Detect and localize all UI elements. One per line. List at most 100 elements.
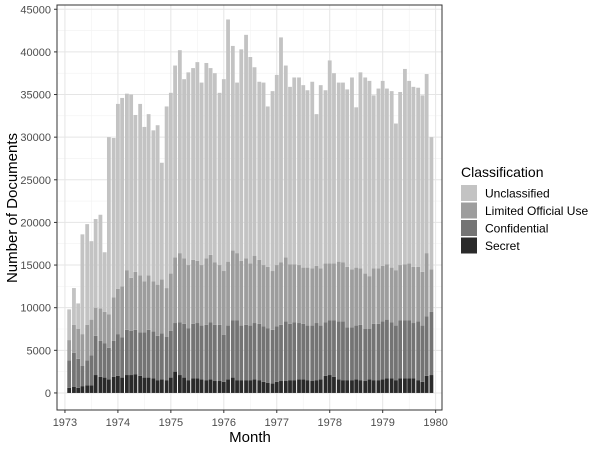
bar-segment-limited-official-use — [336, 261, 341, 322]
bar-segment-secret — [371, 380, 376, 393]
bar-segment-limited-official-use — [270, 271, 275, 330]
bar-segment-confidential — [363, 329, 368, 382]
bar-segment-confidential — [380, 321, 385, 380]
bar-segment-secret — [363, 381, 368, 393]
bar-segment-secret — [403, 378, 407, 393]
bar-segment-secret — [420, 381, 425, 393]
bar-segment-secret — [332, 376, 336, 393]
bar-segment-limited-official-use — [85, 324, 90, 361]
bar-segment-confidential — [76, 358, 81, 388]
plot-panel-border — [56, 4, 443, 411]
bar-segment-limited-official-use — [67, 340, 72, 361]
bar-segment-confidential — [310, 325, 315, 382]
bar-segment-secret — [407, 378, 412, 393]
bar-segment-limited-official-use — [403, 264, 407, 321]
bar-segment-unclassified — [424, 74, 429, 254]
bar-segment-limited-official-use — [305, 267, 310, 326]
bar-segment-unclassified — [350, 77, 354, 270]
bar-segment-confidential — [182, 323, 186, 378]
bar-segment-confidential — [226, 325, 230, 380]
bar-segment-secret — [265, 382, 270, 393]
bar-segment-unclassified — [394, 123, 398, 271]
bar-segment-limited-official-use — [173, 257, 177, 324]
bar-segment-limited-official-use — [257, 259, 262, 324]
bar-segment-limited-official-use — [191, 259, 195, 324]
x-tick-label: 1978 — [317, 417, 341, 429]
bar-segment-limited-official-use — [350, 269, 354, 328]
y-axis-title: Number of Documents — [4, 133, 21, 283]
bar-segment-unclassified — [106, 137, 111, 315]
bar-segment-confidential — [146, 329, 151, 378]
bar-segment-unclassified — [72, 288, 76, 325]
bar-segment-confidential — [217, 324, 222, 382]
bar-segment-confidential — [354, 325, 359, 380]
bar-segment-secret — [252, 379, 257, 393]
bar-segment-confidential — [305, 325, 310, 381]
bar-segment-unclassified — [429, 137, 434, 270]
bar-segment-limited-official-use — [354, 267, 359, 326]
bar-segment-secret — [146, 377, 151, 393]
bar-segment-unclassified — [173, 65, 177, 258]
bar-segment-secret — [235, 380, 239, 393]
bar-segment-unclassified — [85, 224, 90, 325]
bar-segment-secret — [318, 379, 323, 393]
bar-segment-confidential — [106, 347, 111, 380]
bar-segment-unclassified — [208, 68, 213, 255]
legend-key-unclassified — [461, 185, 477, 201]
bar-segment-confidential — [265, 328, 270, 383]
bar-segment-secret — [354, 379, 359, 393]
bar-segment-secret — [283, 381, 288, 393]
bar-segment-secret — [226, 379, 230, 393]
bar-segment-secret — [204, 380, 209, 393]
bar-segment-limited-official-use — [323, 263, 328, 323]
bar-segment-confidential — [345, 327, 350, 381]
bar-segment-limited-official-use — [155, 284, 160, 336]
bar-segment-limited-official-use — [265, 266, 270, 329]
bar-segment-confidential — [125, 329, 129, 376]
bar-segment-unclassified — [336, 82, 341, 262]
bar-segment-limited-official-use — [248, 263, 253, 326]
bar-segment-limited-official-use — [244, 258, 248, 325]
bar-segment-secret — [257, 380, 262, 393]
bar-segment-limited-official-use — [120, 286, 125, 338]
bar-segment-confidential — [195, 323, 200, 379]
bar-segment-unclassified — [248, 57, 253, 264]
x-axis: 1973 1974 1975 1976 1977 1978 1979 1980 — [53, 410, 448, 429]
bar-segment-secret — [115, 375, 120, 393]
bar-segment-unclassified — [252, 67, 257, 256]
bar-segment-limited-official-use — [111, 297, 116, 341]
bar-segment-limited-official-use — [416, 266, 421, 322]
bar-segment-unclassified — [376, 88, 381, 269]
bar-segment-unclassified — [371, 95, 376, 269]
bar-segment-unclassified — [230, 45, 235, 251]
bar-segment-limited-official-use — [195, 260, 200, 324]
bar-segment-confidential — [358, 324, 363, 381]
bar-segment-unclassified — [217, 92, 222, 266]
bar-segment-confidential — [72, 352, 76, 387]
bar-segment-secret — [292, 380, 297, 393]
bar-segment-secret — [217, 381, 222, 393]
bar-segment-confidential — [376, 323, 381, 381]
bar-segment-confidential — [261, 326, 266, 382]
y-tick-label: 40000 — [20, 47, 51, 59]
legend-label: Limited Official Use — [485, 204, 588, 218]
bar-segment-secret — [336, 379, 341, 393]
bar-segment-unclassified — [98, 214, 103, 309]
bar-segment-secret — [168, 377, 173, 393]
bar-segment-unclassified — [120, 97, 125, 287]
bar-segment-secret — [376, 380, 381, 393]
bar-segment-limited-official-use — [235, 253, 239, 321]
bar-segment-unclassified — [89, 241, 94, 320]
bar-segment-confidential — [155, 335, 160, 381]
bar-segment-limited-official-use — [204, 258, 209, 325]
bar-segment-limited-official-use — [76, 329, 81, 359]
x-tick-label: 1977 — [265, 417, 289, 429]
bar-segment-limited-official-use — [177, 253, 182, 323]
bar-segment-limited-official-use — [129, 277, 134, 331]
bar-segment-unclassified — [67, 309, 72, 341]
y-tick-label: 25000 — [20, 175, 51, 187]
bar-segment-unclassified — [310, 81, 315, 269]
bar-segment-limited-official-use — [221, 271, 226, 335]
bar-segment-confidential — [416, 321, 421, 381]
bar-segment-unclassified — [80, 234, 85, 335]
